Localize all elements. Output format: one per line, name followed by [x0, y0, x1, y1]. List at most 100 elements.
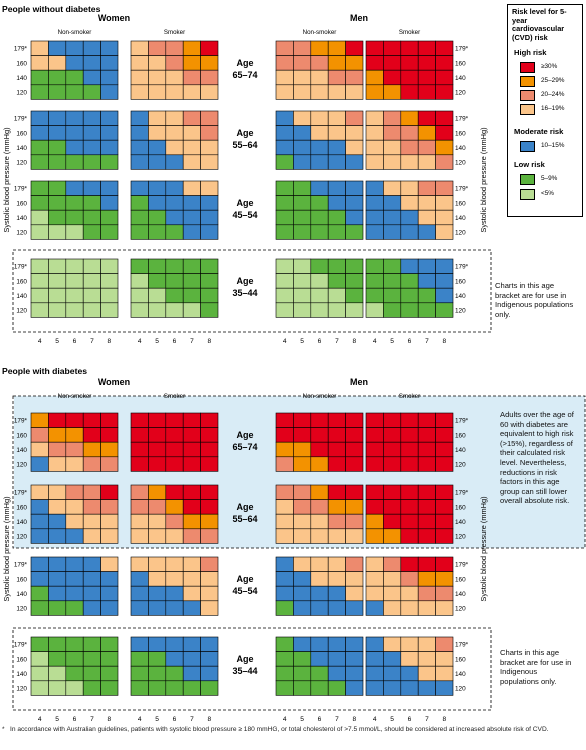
risk-cell	[435, 499, 454, 515]
women-heading: Women	[98, 13, 130, 23]
risk-cell	[327, 484, 346, 500]
legend-swatch-25-29	[520, 76, 535, 87]
risk-cell	[100, 680, 119, 696]
risk-cell	[48, 302, 67, 318]
risk-cell	[130, 84, 149, 100]
age-label: Age	[236, 276, 253, 286]
risk-cell	[400, 209, 419, 226]
risk-cell	[365, 556, 384, 572]
risk-cell	[82, 499, 101, 515]
risk-cell	[293, 139, 312, 156]
risk-cell	[30, 484, 49, 500]
risk-cell	[435, 441, 454, 458]
risk-cell	[165, 195, 184, 211]
x-tick-label: 5	[155, 338, 159, 345]
risk-cell	[82, 412, 101, 428]
age-label: Age	[236, 654, 253, 664]
risk-cell	[148, 484, 167, 500]
risk-cell	[130, 427, 149, 443]
risk-cell	[400, 412, 419, 428]
risk-cell	[417, 680, 436, 696]
risk-cell	[293, 209, 312, 226]
risk-cell	[148, 585, 167, 602]
risk-cell	[182, 441, 201, 458]
risk-cell	[148, 556, 167, 572]
legend-label-16-19: 16–19%	[541, 105, 565, 112]
risk-cell	[148, 84, 167, 100]
risk-cell	[165, 427, 184, 443]
risk-cell	[417, 556, 436, 572]
x-tick-label: 6	[408, 338, 412, 345]
risk-cell	[345, 154, 364, 170]
x-tick-label: 6	[173, 338, 177, 345]
risk-cell	[48, 499, 67, 515]
y-tick-label: 179*	[14, 264, 28, 271]
risk-cell	[310, 55, 329, 71]
indigenous-note-2: Charts in this age bracket are for use i…	[500, 648, 572, 686]
risk-cell	[275, 427, 294, 443]
risk-cell	[65, 55, 84, 71]
x-tick-label: 7	[335, 338, 339, 345]
risk-cell	[345, 287, 364, 304]
risk-cell	[100, 84, 119, 100]
risk-cell	[200, 40, 219, 56]
risk-cell	[383, 258, 402, 274]
risk-cell	[100, 499, 119, 515]
risk-cell	[327, 600, 346, 616]
risk-cell	[200, 55, 219, 71]
risk-cell	[200, 636, 219, 652]
risk-cell	[148, 571, 167, 587]
risk-cell	[293, 69, 312, 86]
risk-cell	[400, 556, 419, 572]
risk-cell	[48, 110, 67, 126]
risk-cell	[82, 302, 101, 318]
x-tick-label: 8	[207, 716, 211, 723]
legend-swatch-10-15	[520, 141, 535, 152]
risk-cell	[82, 528, 101, 544]
x-tick-label: 8	[442, 716, 446, 723]
risk-cell	[65, 456, 84, 472]
risk-cell	[182, 209, 201, 226]
men-heading: Men	[350, 377, 368, 387]
risk-cell	[293, 600, 312, 616]
risk-cell	[400, 195, 419, 211]
risk-cell	[100, 600, 119, 616]
risk-cell	[130, 258, 149, 274]
y-tick-label: 120	[455, 308, 466, 315]
risk-cell	[65, 302, 84, 318]
risk-cell	[310, 499, 329, 515]
risk-cell	[100, 528, 119, 544]
risk-cell	[345, 40, 364, 56]
non-smoker-label: Non-smoker	[58, 393, 92, 400]
men-heading: Men	[350, 13, 368, 23]
risk-cell	[100, 665, 119, 682]
risk-cell	[200, 180, 219, 196]
y-tick-label: 179*	[455, 418, 469, 425]
risk-cell	[310, 195, 329, 211]
risk-cell	[30, 40, 49, 56]
risk-cell	[383, 40, 402, 56]
risk-cell	[275, 258, 294, 274]
risk-cell	[293, 40, 312, 56]
risk-cell	[65, 139, 84, 156]
y-tick-label: 120	[455, 462, 466, 469]
risk-cell	[293, 84, 312, 100]
risk-cell	[100, 40, 119, 56]
risk-cell	[48, 585, 67, 602]
risk-cell	[417, 209, 436, 226]
risk-cell	[327, 125, 346, 141]
risk-cell	[310, 427, 329, 443]
risk-cell	[82, 600, 101, 616]
risk-cell	[130, 441, 149, 458]
risk-cell	[130, 302, 149, 318]
risk-cell	[65, 195, 84, 211]
risk-cell	[417, 258, 436, 274]
x-tick-label: 7	[425, 338, 429, 345]
smoker-label: Smoker	[399, 393, 420, 400]
y-tick-label: 140	[16, 145, 27, 152]
risk-cell	[310, 600, 329, 616]
footnote-text: In accordance with Australian guidelines…	[10, 726, 549, 733]
age-label: 35–44	[232, 666, 257, 676]
risk-cell	[365, 84, 384, 100]
risk-cell	[383, 84, 402, 100]
